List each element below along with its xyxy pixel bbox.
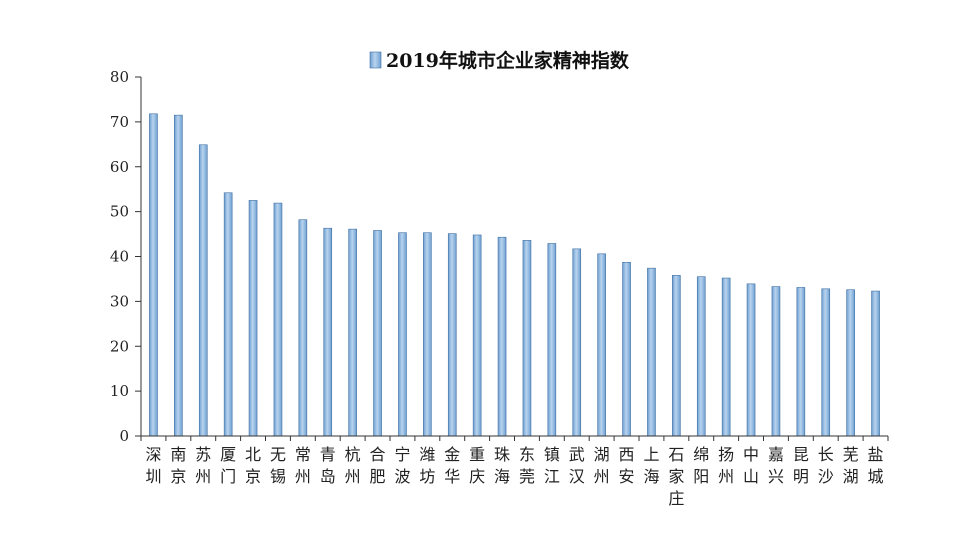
x-tick-label: 青岛	[320, 445, 336, 486]
x-tick-label: 深圳	[145, 445, 161, 486]
bar	[771, 286, 781, 437]
legend-swatch	[369, 51, 382, 69]
x-tick-label: 无锡	[270, 445, 286, 486]
x-tick-label: 北京	[245, 445, 261, 486]
bar	[597, 253, 606, 437]
bar	[821, 288, 831, 437]
bar	[572, 248, 582, 437]
y-axis: 0 10 20 30 40 50 60 70 80	[110, 68, 142, 445]
x-tick-label: 南京	[170, 445, 186, 486]
bar	[721, 277, 731, 437]
bar	[174, 114, 183, 437]
bar	[672, 275, 681, 437]
x-tick-label: 湖州	[594, 445, 610, 486]
x-tick-label: 苏州	[195, 445, 211, 486]
x-tick-label: 镇江	[544, 445, 560, 486]
bar	[522, 240, 532, 437]
x-tick-label: 长沙	[818, 445, 834, 486]
bar	[447, 233, 457, 437]
y-tick-label: 30	[110, 292, 129, 310]
x-tick-label: 厦门	[220, 445, 236, 486]
bar	[248, 200, 258, 437]
bar	[223, 192, 233, 437]
x-tick-label: 武汉	[569, 445, 585, 486]
x-tick-label: 中山	[743, 445, 759, 486]
bar	[348, 228, 357, 437]
bar	[373, 230, 382, 437]
x-tick-label: 昆明	[793, 445, 809, 486]
x-tick-label: 常州	[295, 445, 311, 486]
x-tick-label: 潍坊	[419, 445, 435, 486]
x-tick-label: 金华	[444, 445, 460, 486]
bar	[198, 144, 208, 437]
y-tick-label: 40	[110, 248, 129, 266]
x-tick-label: 芜湖	[843, 445, 859, 486]
x-tick-label: 嘉兴	[768, 445, 784, 486]
y-tick-label: 70	[110, 113, 129, 131]
bar	[398, 232, 407, 437]
x-tick-label: 绵阳	[693, 445, 709, 486]
bar	[472, 234, 482, 437]
bar	[746, 283, 756, 437]
y-tick-label: 0	[119, 427, 129, 445]
bar	[273, 202, 283, 437]
x-tick-label: 扬州	[718, 445, 734, 486]
x-tick-label: 合肥	[370, 445, 386, 486]
y-tick-label: 50	[110, 203, 129, 221]
y-tick-label: 80	[110, 68, 129, 86]
bar	[323, 227, 333, 437]
y-tick-label: 60	[110, 158, 129, 176]
bar	[871, 290, 880, 437]
x-tick-label: 东莞	[519, 445, 535, 486]
x-tick-label: 杭州	[345, 445, 361, 486]
bar	[547, 243, 557, 437]
x-tick-label: 上海	[643, 445, 659, 486]
bar	[298, 219, 308, 437]
bar	[622, 262, 631, 437]
x-tick-label: 盐城	[868, 445, 884, 486]
bar	[696, 276, 706, 437]
y-tick-label: 10	[110, 382, 129, 400]
bar	[423, 232, 432, 437]
x-tick-label: 石家庄	[668, 445, 684, 508]
bars	[149, 113, 880, 437]
y-tick-label: 20	[110, 337, 129, 355]
x-tick-label: 珠海	[494, 445, 510, 486]
x-tick-label: 西安	[619, 445, 635, 486]
x-axis: 深圳南京苏州厦门北京无锡常州青岛杭州合肥宁波潍坊金华重庆珠海东莞镇江武汉湖州西安…	[140, 435, 889, 508]
x-tick-label: 宁波	[394, 445, 410, 486]
bar	[149, 113, 158, 437]
bar	[647, 267, 656, 437]
legend-label: 2019年城市企业家精神指数	[386, 49, 630, 72]
x-tick-label: 重庆	[469, 445, 485, 486]
legend: 2019年城市企业家精神指数	[369, 49, 630, 72]
bar	[796, 287, 806, 437]
bar	[497, 236, 507, 437]
bar	[846, 289, 855, 437]
